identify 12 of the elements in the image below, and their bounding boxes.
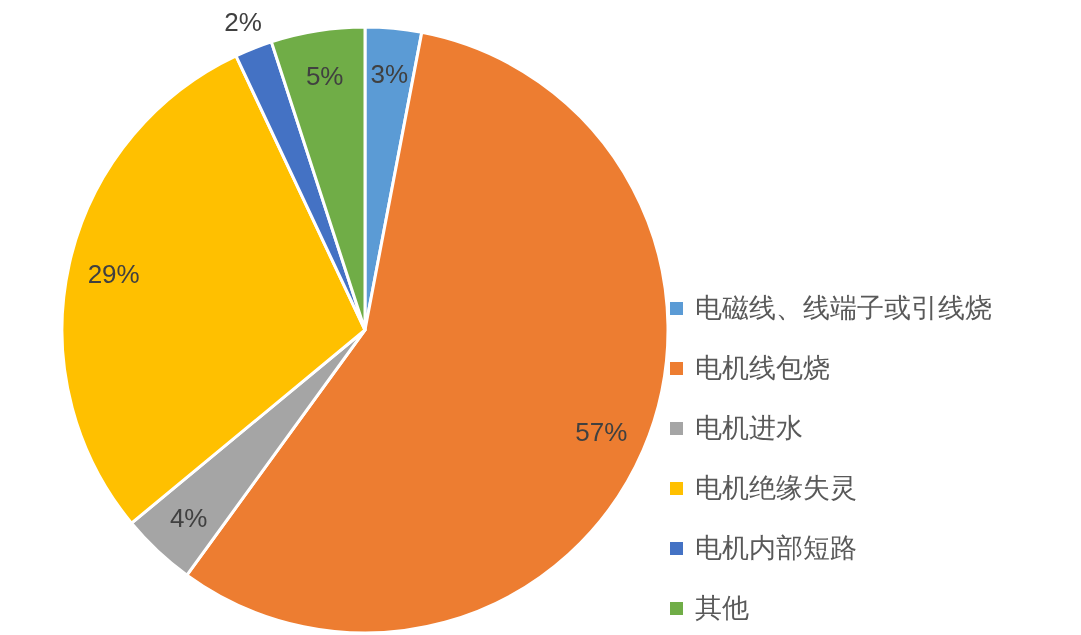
data-label: 4%: [169, 502, 208, 533]
data-label: 2%: [224, 7, 262, 38]
legend-label: 电机绝缘失灵: [695, 472, 857, 505]
legend-label: 其他: [695, 592, 749, 625]
data-label: 3%: [370, 58, 409, 89]
data-label: 57%: [575, 417, 628, 448]
legend-label: 电磁线、线端子或引线烧: [695, 292, 992, 325]
data-label: 29%: [87, 258, 140, 289]
data-label: 5%: [305, 60, 344, 91]
legend-label: 电机进水: [695, 412, 803, 445]
legend-label: 电机线包烧: [695, 352, 830, 385]
legend-label: 电机内部短路: [695, 532, 857, 565]
